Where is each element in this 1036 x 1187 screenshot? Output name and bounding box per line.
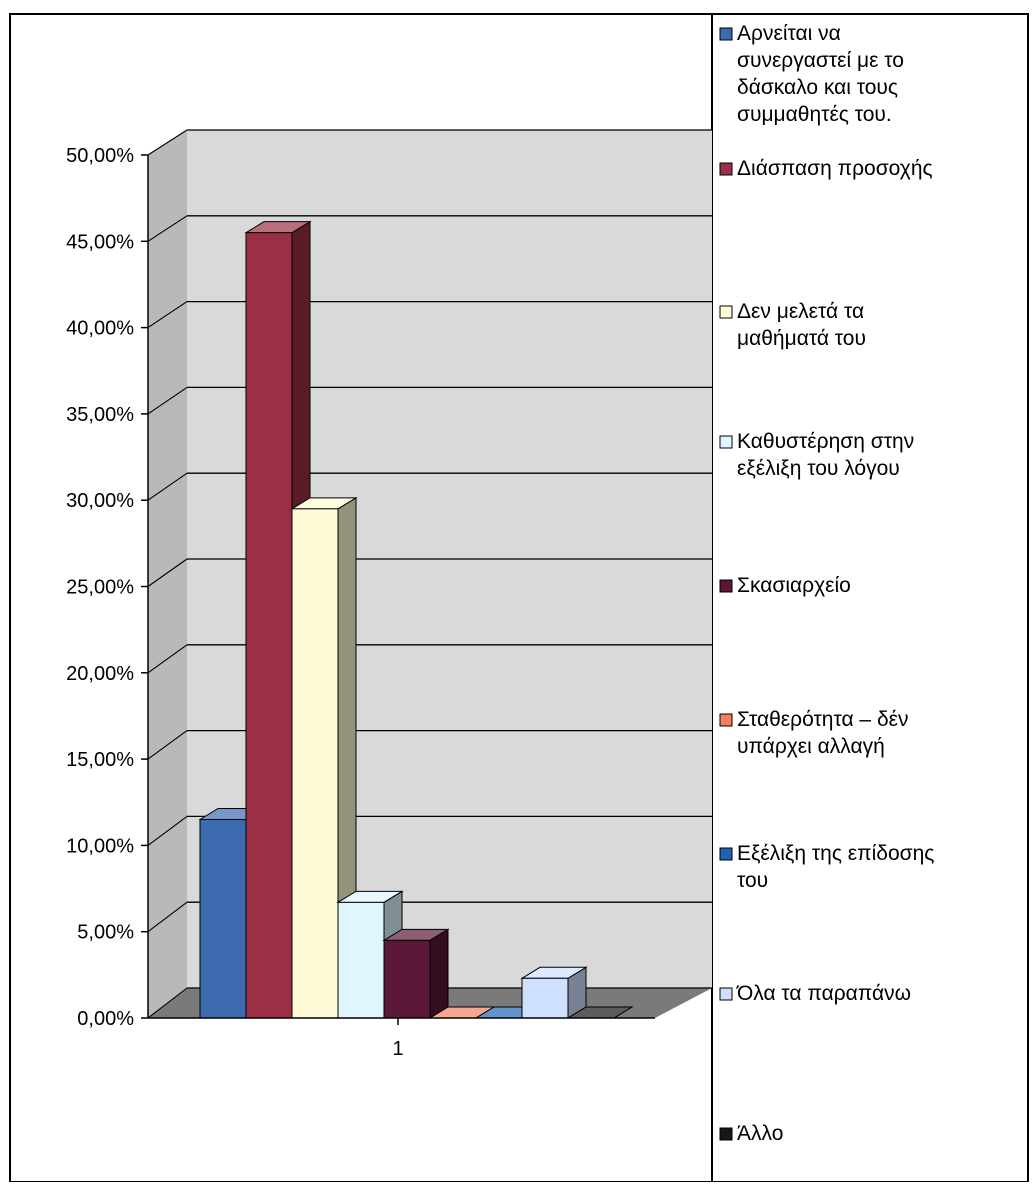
y-tick-label: 35,00% — [66, 404, 134, 426]
legend-item: Σκασιαρχείο — [719, 574, 851, 597]
legend-item: Καθυστέρηση στην εξέλιξη του λόγου — [719, 430, 914, 480]
legend-item: Εξέλιξη της επίδοσης του — [719, 842, 934, 892]
gridline-side — [147, 644, 188, 674]
legend-item: Αρνείται να συνεργαστεί με το δάσκαλο και … — [719, 22, 904, 126]
legend-swatch — [719, 27, 733, 41]
legend-swatch — [719, 162, 733, 176]
legend-swatch — [719, 579, 733, 593]
gridline-side — [147, 215, 188, 242]
bar-front — [291, 508, 339, 1019]
y-tick-label: 15,00% — [66, 749, 134, 771]
side-wall — [148, 130, 187, 1018]
y-tick-label: 20,00% — [66, 663, 134, 685]
legend-item: Δεν μελετά τα μαθήματά του — [719, 300, 866, 350]
legend-swatch — [719, 847, 733, 861]
gridline-side — [147, 301, 188, 329]
bars — [198, 220, 634, 1019]
gridline-side — [147, 901, 188, 933]
legend-label: Καθυστέρηση στην εξέλιξη του λόγου — [737, 430, 914, 480]
gridline-side — [147, 730, 188, 760]
y-tick-label: 30,00% — [66, 490, 134, 512]
gridline-side — [147, 987, 188, 1019]
bar-side — [429, 928, 449, 1019]
bar-front — [245, 232, 293, 1019]
legend-label: Αρνείται να συνεργαστεί με το δάσκαλο και … — [737, 22, 904, 126]
y-tick-label: 10,00% — [66, 835, 134, 857]
legend-item: Σταθερότητα – δέν υπάρχει αλλαγή — [719, 708, 909, 758]
y-axis-ticks: 0,00% 5,00% 10,00% 15,00% 20,00% 25,00% 30,00%… — [66, 145, 148, 1030]
legend-label: Σταθερότητα – δέν υπάρχει αλλαγή — [737, 708, 909, 758]
legend-label: Δεν μελετά τα μαθήματά του — [737, 300, 866, 350]
legend-swatch — [719, 1127, 733, 1141]
y-tick-label: 0,00% — [77, 1008, 134, 1030]
bar — [382, 928, 450, 1019]
legend-swatch — [719, 713, 733, 727]
legend-item: Άλλο — [719, 1122, 783, 1145]
bar-front — [199, 819, 247, 1019]
bar-front — [521, 977, 569, 1019]
y-tick-label: 45,00% — [66, 231, 134, 253]
legend-label: Εξέλιξη της επίδοσης του — [737, 842, 934, 892]
gridline-side — [147, 558, 188, 587]
gridline-side — [147, 129, 188, 156]
gridline-side — [147, 386, 188, 415]
bar — [520, 966, 588, 1019]
legend-label: Άλλο — [737, 1122, 783, 1145]
bar-front — [337, 901, 385, 1019]
legend-item: Διάσπαση προσοχής — [719, 157, 933, 180]
x-axis-labels: 1 — [392, 1018, 404, 1060]
x-tick-label: 1 — [392, 1038, 403, 1060]
bar — [290, 496, 358, 1019]
bar-front — [383, 939, 431, 1019]
legend-swatch — [719, 987, 733, 1001]
legend: Αρνείται να συνεργαστεί με το δάσκαλο και … — [719, 22, 934, 1145]
y-tick-label: 25,00% — [66, 577, 134, 599]
y-tick-label: 50,00% — [66, 145, 134, 167]
y-tick-label: 5,00% — [77, 922, 134, 944]
y-tick-label: 40,00% — [66, 318, 134, 340]
legend-label: Όλα τα παραπάνω — [736, 982, 911, 1005]
legend-label: Διάσπαση προσοχής — [737, 157, 933, 180]
legend-swatch — [719, 305, 733, 319]
legend-swatch — [719, 435, 733, 449]
legend-item: Όλα τα παραπάνω — [719, 982, 911, 1005]
legend-label: Σκασιαρχείο — [737, 574, 851, 597]
gridline-side — [147, 472, 188, 501]
gridline-side — [147, 815, 188, 846]
